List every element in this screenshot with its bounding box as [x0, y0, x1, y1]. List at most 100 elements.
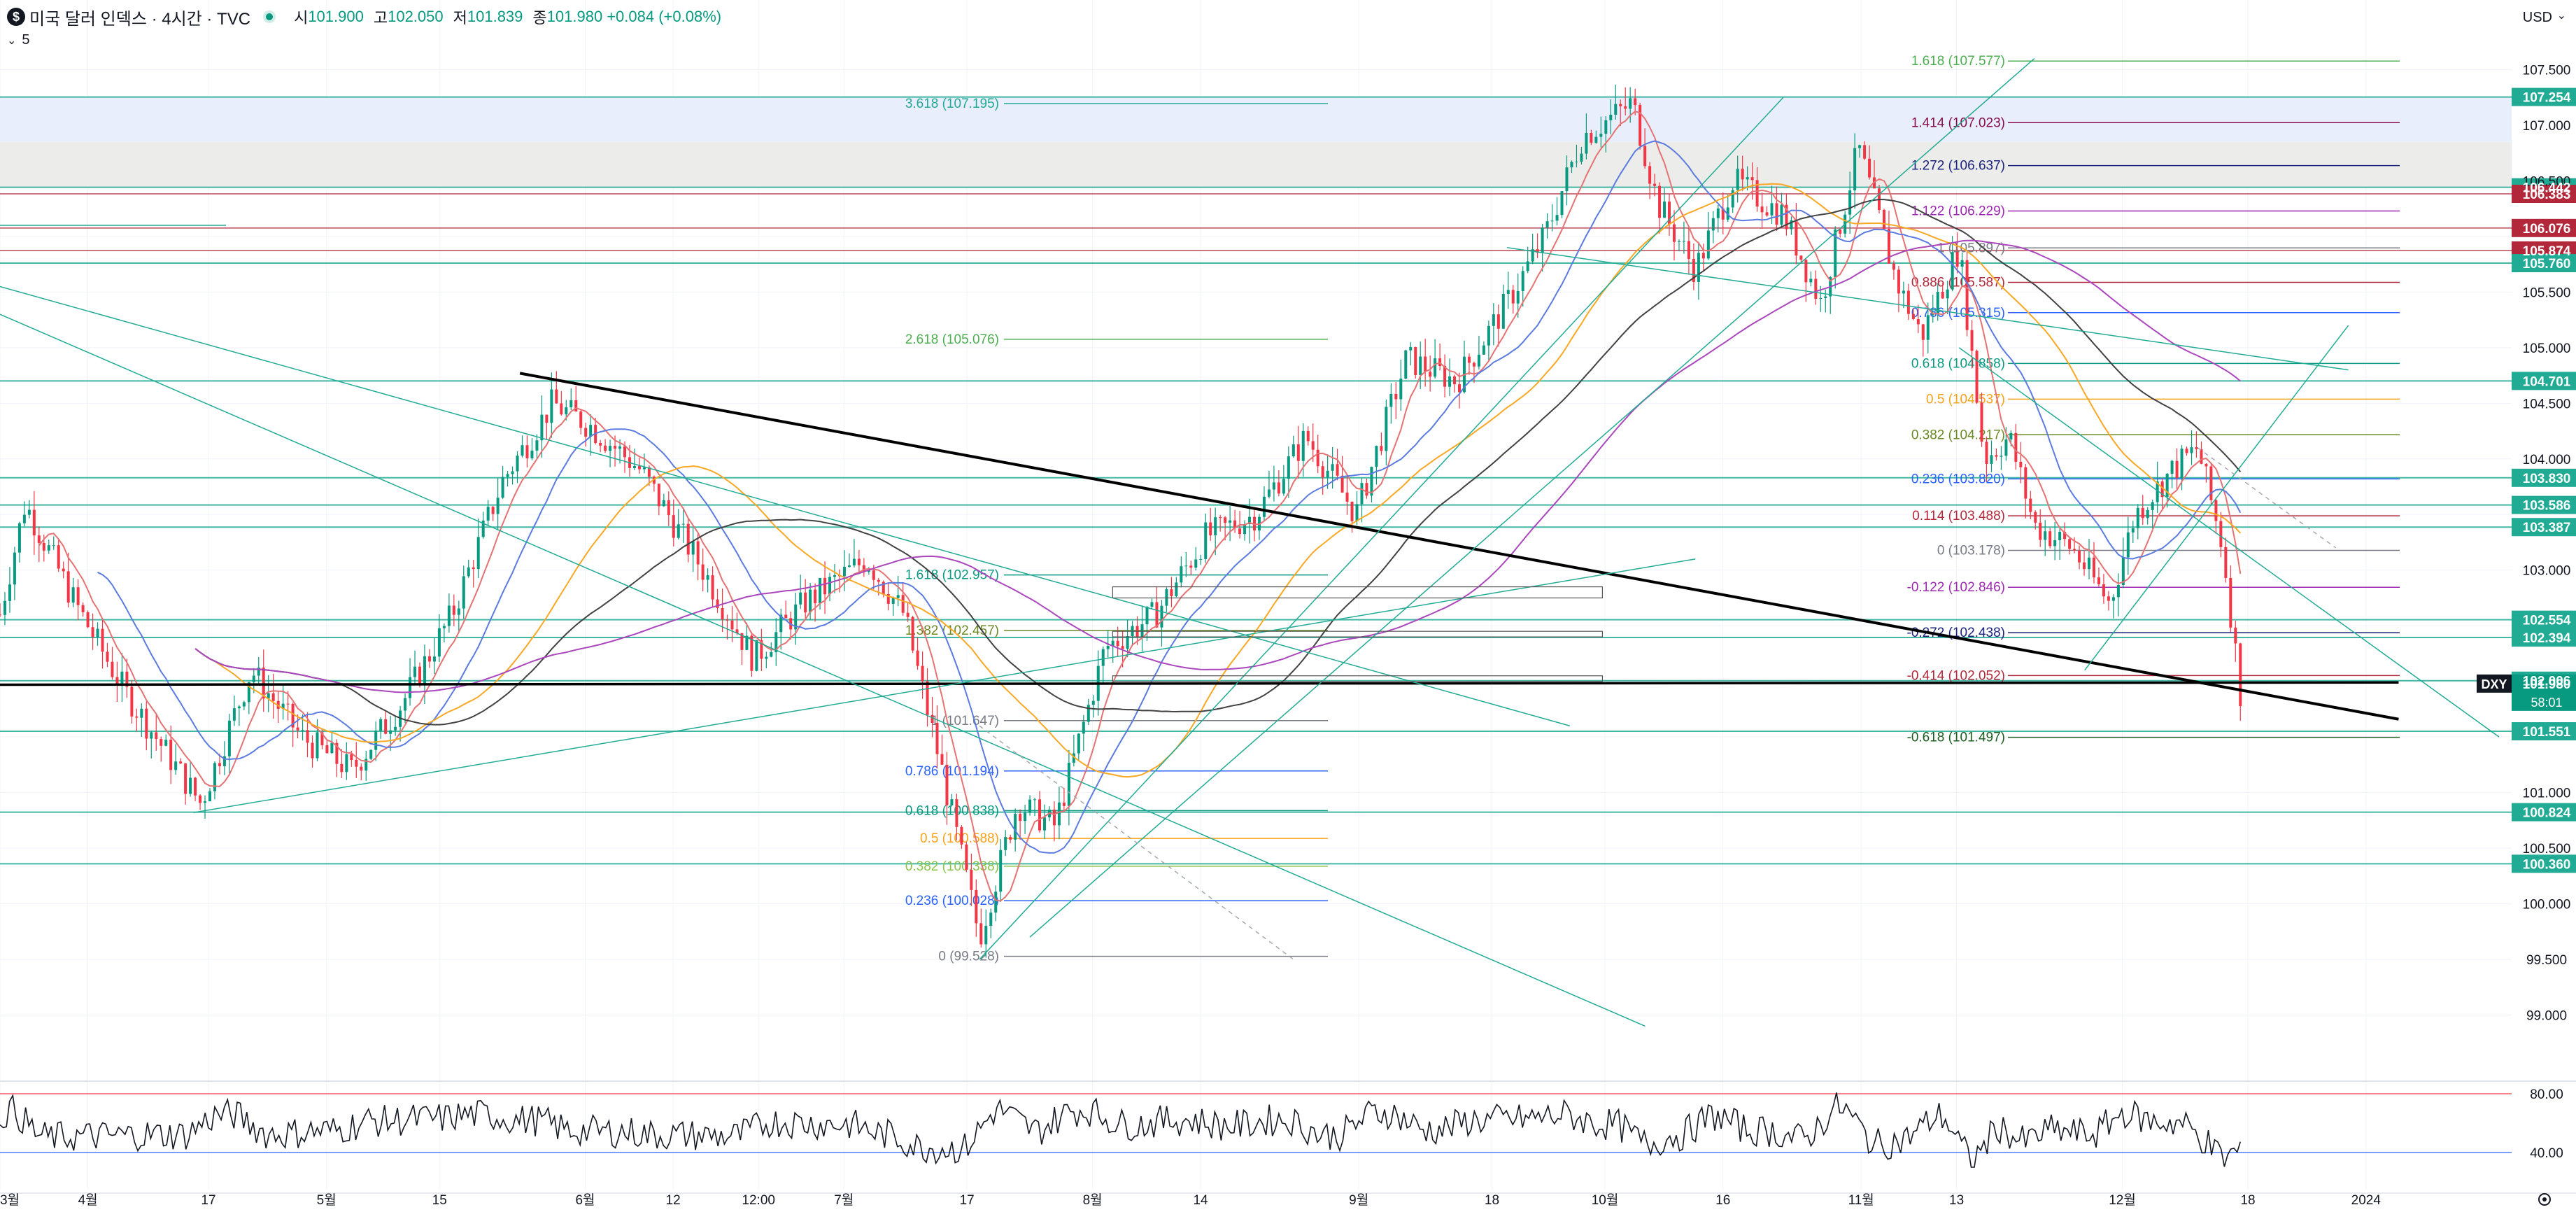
candle-body: [955, 799, 958, 827]
low-value: 101.839: [467, 8, 523, 25]
candle-body: [930, 714, 934, 723]
candle-body: [1443, 366, 1447, 387]
candle-body: [1043, 817, 1047, 831]
candle-body: [1809, 279, 1813, 283]
candle-body: [1585, 133, 1588, 154]
time-tick-label: 4월: [78, 1192, 98, 1208]
symbol-title[interactable]: 미국 달러 인덱스 · 4시간 · TVC: [29, 9, 251, 29]
candle-body: [1404, 350, 1408, 379]
symbol-badge: [2477, 674, 2512, 693]
candle-body: [457, 608, 460, 615]
candle-body: [847, 565, 851, 568]
candle-body: [657, 484, 660, 507]
candle-body: [1199, 558, 1203, 560]
candle-body: [516, 456, 519, 472]
candle-body: [1106, 646, 1110, 649]
candle-body: [1233, 520, 1237, 529]
candle-body: [1482, 345, 1485, 355]
candle-body: [652, 477, 656, 484]
candle-body: [730, 620, 734, 630]
price-label-badge: [2512, 218, 2576, 237]
candle-body: [1033, 799, 1037, 801]
candle-body: [706, 575, 709, 580]
candle-body: [1746, 177, 1749, 180]
candle-body: [291, 703, 295, 728]
candle-body: [452, 605, 455, 615]
candle-body: [1057, 802, 1061, 826]
candle-body: [686, 523, 690, 555]
candle-body: [1653, 183, 1657, 186]
candle-body: [1790, 220, 1793, 230]
candle-body: [1921, 324, 1925, 340]
dashed-projection: [979, 725, 1294, 960]
range-box: [1112, 675, 1604, 682]
candle-body: [1516, 290, 1520, 304]
price-label-value: 105.760: [2523, 257, 2571, 272]
settings-gear-icon[interactable]: [2538, 1193, 2551, 1206]
candle-body: [965, 844, 968, 871]
candle-body: [2073, 549, 2076, 551]
currency-chevron-icon[interactable]: ⌄: [2556, 10, 2566, 22]
high-label: 고: [373, 9, 388, 27]
candle-body: [1819, 298, 1823, 300]
candle-body: [637, 465, 641, 470]
candle-body: [2019, 461, 2023, 467]
candle-body: [237, 706, 241, 709]
candle-body: [501, 477, 504, 498]
candle-body: [2111, 597, 2115, 601]
candle-body: [2180, 449, 2184, 479]
fib-level-label: 0.382 (104.217): [1911, 428, 2005, 442]
current-price-badge: [2512, 674, 2576, 711]
candle-body: [1701, 253, 1705, 259]
candle-body: [623, 446, 627, 458]
candle-body: [950, 799, 954, 805]
dashed-projection: [2197, 447, 2337, 549]
candle-body: [194, 777, 197, 796]
fib-level-label: 1.122 (106.229): [1911, 204, 2005, 218]
candle-body: [2014, 432, 2018, 462]
candle-body: [1531, 249, 1534, 262]
candle-body: [1526, 261, 1529, 272]
candle-body: [511, 471, 514, 474]
moving-average-line: [97, 140, 2242, 854]
candle-body: [901, 595, 905, 613]
price-label-value: 100.360: [2523, 857, 2571, 872]
candle-body: [862, 565, 865, 572]
candle-body: [1511, 290, 1515, 304]
candle-body: [2107, 596, 2110, 601]
candle-body: [1262, 496, 1266, 517]
candle-body: [432, 656, 436, 662]
candle-body: [2160, 481, 2164, 498]
moving-averages: [38, 111, 2242, 902]
candle-body: [437, 628, 441, 657]
time-tick-label: 14: [1193, 1193, 1208, 1208]
candle-body: [286, 703, 290, 705]
price-tick-label: 99.000: [2526, 1009, 2567, 1024]
candle-body: [1414, 346, 1417, 376]
candle-body: [2209, 466, 2213, 500]
time-tick-label: 12:00: [742, 1193, 775, 1208]
price-tick-label: 104.000: [2523, 453, 2571, 467]
candle-body: [325, 745, 329, 754]
candle-body: [1189, 565, 1193, 568]
candle-body: [296, 727, 299, 731]
candle-body: [1019, 814, 1022, 822]
candle-body: [1975, 351, 1979, 403]
fib-level-label: 0 (99.528): [938, 950, 999, 964]
candle-body: [2234, 627, 2237, 644]
candle-body: [1243, 523, 1247, 535]
candle-body: [1004, 837, 1007, 850]
candle-body: [486, 507, 490, 521]
candle-body: [819, 577, 822, 604]
currency-selector[interactable]: USD: [2522, 10, 2552, 25]
time-tick-label: 11월: [1848, 1192, 1874, 1208]
indicator-toggle[interactable]: ⌄ 5: [7, 32, 30, 48]
candle-body: [2039, 522, 2042, 540]
candle-body: [13, 552, 16, 585]
candle-body: [779, 614, 783, 633]
candle-body: [1448, 376, 1452, 387]
candle-body: [1467, 356, 1471, 363]
fib-level-label: 0.114 (103.488): [1912, 509, 2005, 523]
